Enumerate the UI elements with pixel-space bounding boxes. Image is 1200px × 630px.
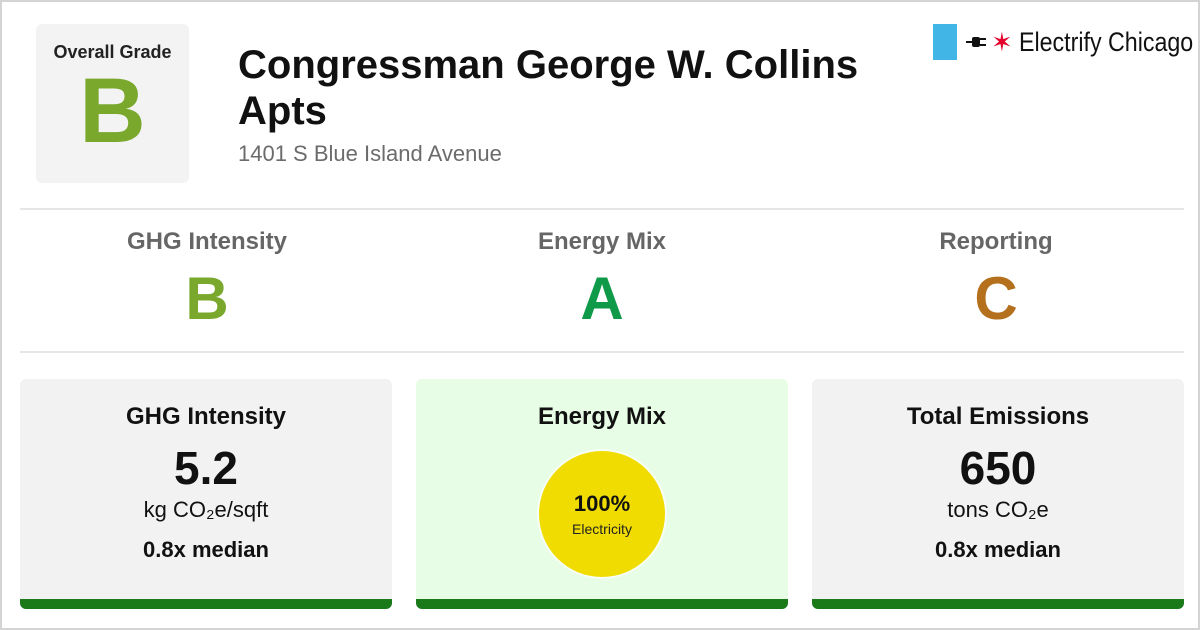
sub-grade-ghg: GHG Intensity B bbox=[10, 228, 404, 332]
ghg-intensity-card: GHG Intensity 5.2 kg CO₂e/sqft 0.8x medi… bbox=[20, 379, 392, 609]
card-bar bbox=[416, 599, 788, 609]
card-title: Energy Mix bbox=[537, 403, 667, 430]
sub-grade-name: GHG Intensity bbox=[126, 228, 288, 255]
sub-grade-energy-mix: Energy Mix A bbox=[405, 228, 799, 332]
electricity-percent: 100% bbox=[573, 491, 631, 516]
overall-grade-box: Overall Grade B bbox=[36, 24, 189, 183]
energy-mix-card: Energy Mix 100% Electricity bbox=[416, 379, 788, 609]
emissions-median-ratio: 0.8x median bbox=[935, 537, 1061, 562]
brand-logo[interactable]: ✶ Electrify Chicago bbox=[933, 24, 1200, 60]
ghg-intensity-unit: kg CO₂e/sqft bbox=[143, 497, 269, 522]
chicago-flag-icon bbox=[933, 24, 957, 60]
sub-grade-name: Reporting bbox=[939, 228, 1053, 255]
card-bar bbox=[20, 599, 392, 609]
building-address: 1401 S Blue Island Avenue bbox=[238, 141, 502, 166]
divider bbox=[20, 351, 1184, 353]
energy-mix-circle: 100% Electricity bbox=[539, 451, 665, 577]
brand-name: Electrify Chicago bbox=[1018, 26, 1194, 57]
sub-grade-reporting: Reporting C bbox=[799, 228, 1193, 332]
plug-icon bbox=[966, 37, 986, 47]
sub-grade-letter: A bbox=[580, 265, 624, 332]
total-emissions-unit: tons CO₂e bbox=[947, 497, 1049, 522]
ghg-intensity-value: 5.2 bbox=[174, 442, 238, 494]
building-name: Congressman George W. Collins Apts bbox=[238, 43, 859, 133]
card-bar bbox=[812, 599, 1184, 609]
card-title: GHG Intensity bbox=[125, 403, 287, 430]
total-emissions-value: 650 bbox=[959, 442, 1037, 494]
sub-grade-letter: C bbox=[974, 265, 1018, 332]
divider bbox=[20, 208, 1184, 210]
ghg-median-ratio: 0.8x median bbox=[143, 537, 269, 562]
electricity-label: Electricity bbox=[572, 521, 632, 537]
card-title: Total Emissions bbox=[906, 403, 1090, 430]
sub-grade-letter: B bbox=[185, 265, 229, 332]
star-icon: ✶ bbox=[991, 27, 1013, 57]
overall-grade-label: Overall Grade bbox=[53, 42, 172, 62]
total-emissions-card: Total Emissions 650 tons CO₂e 0.8x media… bbox=[812, 379, 1184, 609]
overall-grade-letter: B bbox=[79, 60, 146, 162]
sub-grade-name: Energy Mix bbox=[537, 228, 667, 255]
